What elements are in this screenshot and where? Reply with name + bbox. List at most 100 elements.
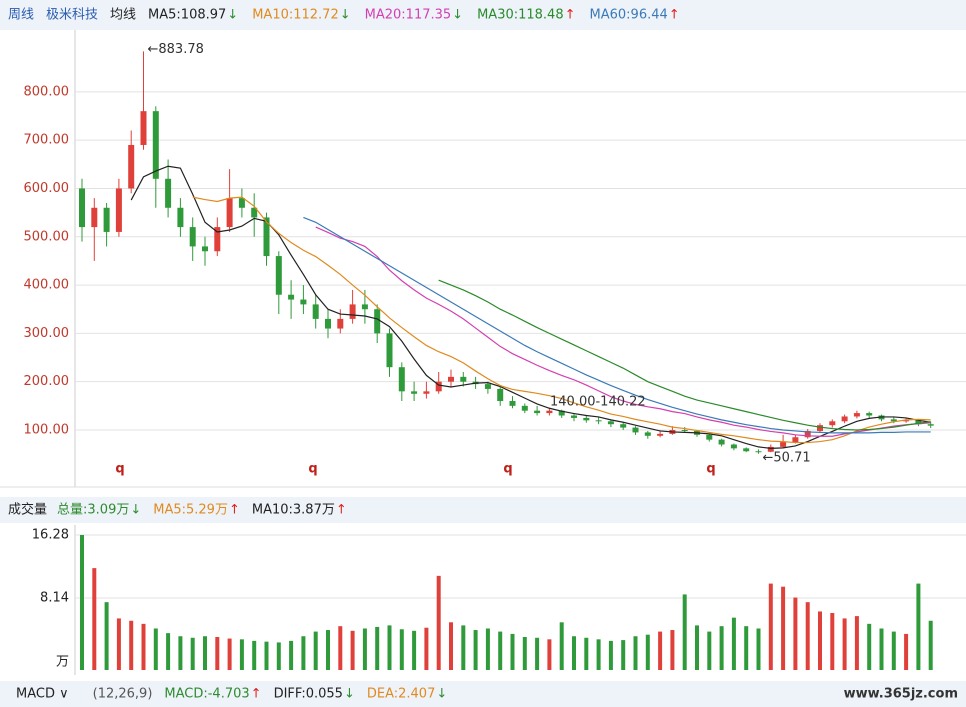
period-tab[interactable]: 周线 bbox=[8, 8, 34, 23]
candle-body bbox=[128, 144, 135, 189]
candle-body bbox=[349, 304, 356, 319]
volume-bar bbox=[535, 637, 540, 670]
volume-legend: MA5:5.29万 bbox=[153, 503, 228, 518]
volume-bar bbox=[166, 633, 171, 670]
candle-body bbox=[792, 437, 799, 443]
ma-legend: MA20:117.35 bbox=[365, 8, 452, 23]
ma-trend: ↑ bbox=[565, 8, 576, 23]
volume-bar bbox=[338, 626, 343, 670]
volume-bar bbox=[670, 630, 675, 670]
candle-body bbox=[374, 309, 381, 334]
volume-bar bbox=[842, 618, 847, 670]
volume-bar bbox=[916, 583, 921, 670]
volume-bar bbox=[153, 628, 158, 670]
volume-trend: ↑ bbox=[336, 503, 347, 518]
volume-bar bbox=[276, 642, 281, 670]
candle-body bbox=[706, 434, 713, 440]
candle-body bbox=[509, 401, 516, 406]
candle-body bbox=[202, 246, 208, 252]
macd-params: (12,26,9) bbox=[93, 687, 153, 702]
annotation: ←50.71 bbox=[763, 450, 811, 465]
volume-bar bbox=[522, 637, 527, 670]
candle-body bbox=[448, 376, 454, 382]
candle-body bbox=[927, 424, 934, 426]
candle-body bbox=[866, 413, 873, 416]
y-unit-label: 万 bbox=[56, 655, 69, 670]
candle-body bbox=[853, 413, 860, 417]
volume-bar bbox=[904, 633, 909, 670]
candle-body bbox=[325, 318, 331, 329]
y-tick-label: 300.00 bbox=[24, 326, 70, 341]
stock-name: 极米科技 bbox=[46, 8, 98, 23]
volume-bar bbox=[510, 633, 515, 670]
candle-body bbox=[632, 427, 639, 433]
candle-body bbox=[386, 333, 393, 368]
candle-body bbox=[743, 448, 750, 452]
volume-bar bbox=[215, 637, 220, 670]
volume-bar bbox=[818, 611, 822, 670]
y-tick-label: 600.00 bbox=[24, 181, 70, 196]
candle-body bbox=[718, 439, 725, 445]
candle-body bbox=[152, 111, 159, 179]
volume-bar bbox=[412, 630, 417, 670]
candle-body bbox=[263, 217, 270, 257]
volume-bar bbox=[596, 639, 601, 670]
volume-bar bbox=[485, 628, 490, 670]
volume-bar bbox=[362, 628, 367, 670]
candle-body bbox=[903, 420, 910, 422]
candle-body bbox=[484, 384, 491, 389]
candle-body bbox=[398, 367, 405, 392]
macd-legend: DEA:2.407 bbox=[367, 687, 436, 702]
volume-bar bbox=[768, 583, 773, 670]
annotation: ←883.78 bbox=[148, 42, 204, 57]
annotation: 140.00-140.22 bbox=[550, 395, 646, 410]
volume-bar bbox=[141, 623, 146, 670]
candle-body bbox=[829, 421, 836, 426]
y-tick-label: 16.28 bbox=[32, 527, 69, 542]
y-tick-label: 800.00 bbox=[24, 84, 70, 99]
volume-bar bbox=[375, 626, 380, 670]
volume-bar bbox=[891, 631, 896, 670]
volume-bar bbox=[92, 568, 97, 670]
volume-bar bbox=[719, 626, 724, 670]
volume-bar bbox=[498, 631, 503, 670]
y-tick-label: 700.00 bbox=[24, 133, 70, 148]
candle-body bbox=[423, 391, 430, 394]
candle-body bbox=[644, 432, 651, 436]
candle-body bbox=[583, 417, 590, 421]
volume-bar bbox=[731, 617, 736, 670]
volume-legend: MA10:3.87万 bbox=[252, 503, 335, 518]
candle-body bbox=[730, 444, 737, 449]
ma-trend: ↓ bbox=[452, 8, 463, 23]
y-tick-label: 8.14 bbox=[40, 590, 69, 605]
candle-body bbox=[681, 429, 688, 431]
ma-line bbox=[192, 196, 931, 444]
candle-body bbox=[275, 256, 282, 295]
ma-trend: ↓ bbox=[227, 8, 238, 23]
candle-body bbox=[115, 188, 122, 232]
volume-bar bbox=[830, 613, 835, 670]
candle-body bbox=[841, 416, 848, 422]
volume-bar bbox=[80, 534, 84, 670]
volume-bar bbox=[289, 640, 294, 670]
candle-body bbox=[595, 420, 602, 422]
volume-bar bbox=[682, 594, 687, 670]
volume-bar bbox=[129, 620, 134, 670]
candle-body bbox=[435, 381, 442, 392]
ma-title: 均线 bbox=[110, 8, 136, 23]
volume-bar bbox=[190, 637, 195, 670]
macd-header-bar bbox=[0, 681, 966, 707]
volume-bar bbox=[559, 622, 564, 670]
volume-bar bbox=[658, 631, 663, 670]
macd-trend: ↓ bbox=[344, 687, 355, 702]
candle-body bbox=[165, 178, 172, 208]
ma-trend: ↑ bbox=[669, 8, 680, 23]
volume-bar bbox=[178, 636, 183, 670]
volume-bar bbox=[350, 630, 355, 670]
volume-bar bbox=[326, 630, 330, 670]
macd-title[interactable]: MACD ∨ bbox=[16, 687, 69, 702]
period-marker: q bbox=[503, 462, 512, 477]
period-marker: q bbox=[115, 462, 124, 477]
candle-body bbox=[214, 227, 221, 252]
